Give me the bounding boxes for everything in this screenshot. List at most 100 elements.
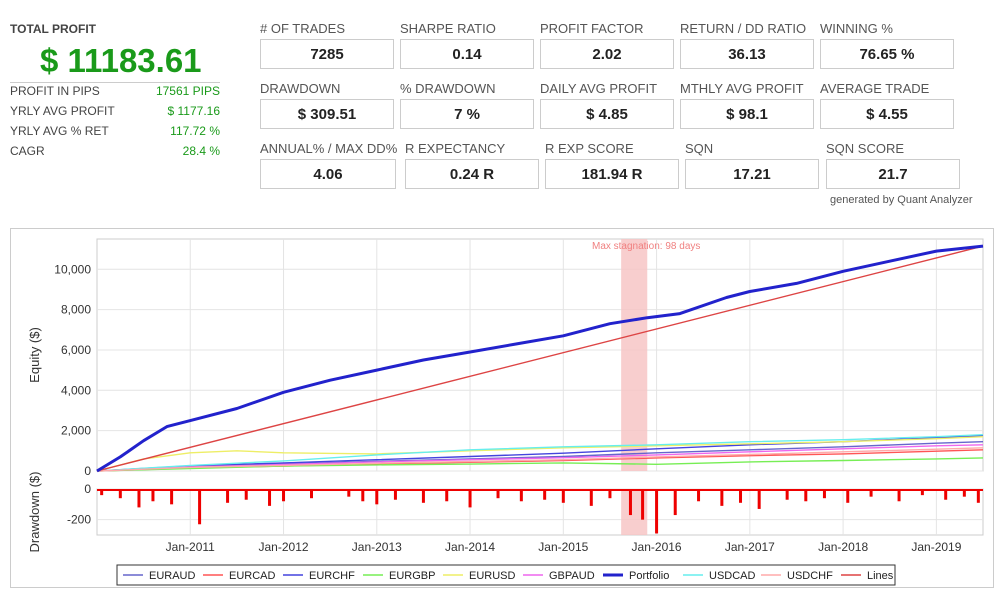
drawdown-bar <box>962 489 966 497</box>
metric-label: R EXP SCORE <box>545 141 634 156</box>
y-tick-label-drawdown: 0 <box>84 482 91 496</box>
generator-credit: generated by Quant Analyzer <box>830 194 973 206</box>
metric-pct-drawdown: % DRAWDOWN 7 % <box>400 81 534 129</box>
metric-mthly-avg: MTHLY AVG PROFIT $ 98.1 <box>680 81 814 129</box>
metric-label: % DRAWDOWN <box>400 81 496 96</box>
metric-value: 181.94 R <box>545 159 679 189</box>
equity-chart: Max stagnation: 98 days 0 2,000 4,000 6,000… <box>27 238 984 586</box>
drawdown-bar <box>347 489 351 497</box>
legend-label: EURGBP <box>389 570 435 582</box>
legend-label: GBPAUD <box>549 570 595 582</box>
drawdown-bar <box>361 489 365 502</box>
drawdown-bar <box>697 489 701 502</box>
drawdown-bar <box>641 489 645 520</box>
y-tick-label: 4,000 <box>61 383 91 397</box>
series-line-usdchf <box>96 447 984 472</box>
x-tick-label: Jan-2018 <box>818 540 868 554</box>
metric-value: 76.65 % <box>820 39 954 69</box>
drawdown-bar <box>920 489 924 496</box>
metric-sqn-score: SQN SCORE 21.7 <box>826 141 960 189</box>
metric-value: 7285 <box>260 39 394 69</box>
drawdown-bar <box>198 489 202 525</box>
drawdown-bar <box>445 489 449 502</box>
equity-chart-frame: Max stagnation: 98 days 0 2,000 4,000 6,000… <box>10 228 994 588</box>
drawdown-bar <box>226 489 230 503</box>
drawdown-bar <box>170 489 174 505</box>
summary-value: 28.4 % <box>182 144 220 158</box>
metric-label: RETURN / DD RATIO <box>680 21 807 36</box>
metric-daily-avg: DAILY AVG PROFIT $ 4.85 <box>540 81 674 129</box>
metric-label: DRAWDOWN <box>260 81 341 96</box>
y-tick-label: 2,000 <box>61 424 91 438</box>
y-tick-label: 8,000 <box>61 303 91 317</box>
metric-label: SHARPE RATIO <box>400 21 496 36</box>
metric-label: R EXPECTANCY <box>405 141 506 156</box>
drawdown-bar <box>804 489 808 502</box>
x-tick-label: Jan-2013 <box>352 540 402 554</box>
y-tick-label: 6,000 <box>61 343 91 357</box>
y-tick-label: 10,000 <box>54 262 91 276</box>
drawdown-bar <box>976 489 980 503</box>
drawdown-bar <box>589 489 593 506</box>
summary-row-yrly-avg-profit: YRLY AVG PROFIT $ 1177.16 <box>10 104 220 122</box>
drawdown-bar <box>421 489 425 503</box>
series-line-eurusd <box>96 436 984 472</box>
series-line-eurgbp <box>96 457 984 472</box>
drawdown-bar <box>496 489 500 499</box>
summary-label: YRLY AVG % RET <box>10 124 109 138</box>
metric-value: 36.13 <box>680 39 814 69</box>
x-tick-label: Jan-2016 <box>632 540 682 554</box>
drawdown-bar <box>151 489 155 502</box>
drawdown-bar <box>757 489 761 509</box>
drawdown-bar <box>822 489 826 499</box>
x-tick-label: Jan-2019 <box>911 540 961 554</box>
drawdown-bar <box>944 489 948 500</box>
metric-value: $ 4.55 <box>820 99 954 129</box>
drawdown-bar <box>118 489 122 499</box>
metric-value: $ 98.1 <box>680 99 814 129</box>
summary-label: YRLY AVG PROFIT <box>10 104 115 118</box>
drawdown-bar <box>673 489 677 516</box>
metric-value: 0.24 R <box>405 159 539 189</box>
metric-sqn: SQN 17.21 <box>685 141 819 189</box>
metric-label: PROFIT FACTOR <box>540 21 644 36</box>
metric-label: WINNING % <box>820 21 893 36</box>
metric-annual-maxdd: ANNUAL% / MAX DD% 4.06 <box>260 141 398 189</box>
summary-label: PROFIT IN PIPS <box>10 84 100 98</box>
stagnation-band <box>621 239 648 471</box>
summary-divider <box>10 82 220 83</box>
y-axis-label-drawdown: Drawdown ($) <box>27 472 42 553</box>
x-tick-label: Jan-2014 <box>445 540 495 554</box>
drawdown-bar <box>608 489 612 499</box>
metric-label: MTHLY AVG PROFIT <box>680 81 804 96</box>
legend-label: EURAUD <box>149 570 196 582</box>
equity-plot-area <box>96 238 984 472</box>
metric-sharpe: SHARPE RATIO 0.14 <box>400 21 534 69</box>
series-line-usdcad <box>96 434 984 472</box>
drawdown-bar <box>244 489 248 500</box>
drawdown-bar <box>268 489 272 506</box>
legend-box <box>116 564 896 586</box>
metric-drawdown: DRAWDOWN $ 309.51 <box>260 81 394 129</box>
stagnation-label: Max stagnation: 98 days <box>592 241 700 252</box>
total-profit-value: $ 11183.61 <box>40 42 202 79</box>
x-tick-label: Jan-2017 <box>725 540 775 554</box>
metric-trades: # OF TRADES 7285 <box>260 21 394 69</box>
legend-label: Lines <box>867 570 894 582</box>
metric-label: ANNUAL% / MAX DD% <box>260 141 398 156</box>
y-tick-label-drawdown: -200 <box>67 513 91 527</box>
drawdown-bar <box>785 489 789 500</box>
total-profit-label: TOTAL PROFIT <box>10 22 96 36</box>
x-tick-label: Jan-2011 <box>166 540 215 554</box>
metric-winning: WINNING % 76.65 % <box>820 21 954 69</box>
metric-profit-factor: PROFIT FACTOR 2.02 <box>540 21 674 69</box>
metric-r-exp-score: R EXP SCORE 181.94 R <box>545 141 679 189</box>
summary-label: CAGR <box>10 144 45 158</box>
y-tick-label: 0 <box>84 464 91 478</box>
drawdown-bar <box>720 489 724 506</box>
drawdown-plot-area <box>96 488 984 536</box>
x-tick-label: Jan-2012 <box>259 540 309 554</box>
metric-label: AVERAGE TRADE <box>820 81 930 96</box>
metric-value: $ 309.51 <box>260 99 394 129</box>
legend-label: USDCHF <box>787 570 833 582</box>
